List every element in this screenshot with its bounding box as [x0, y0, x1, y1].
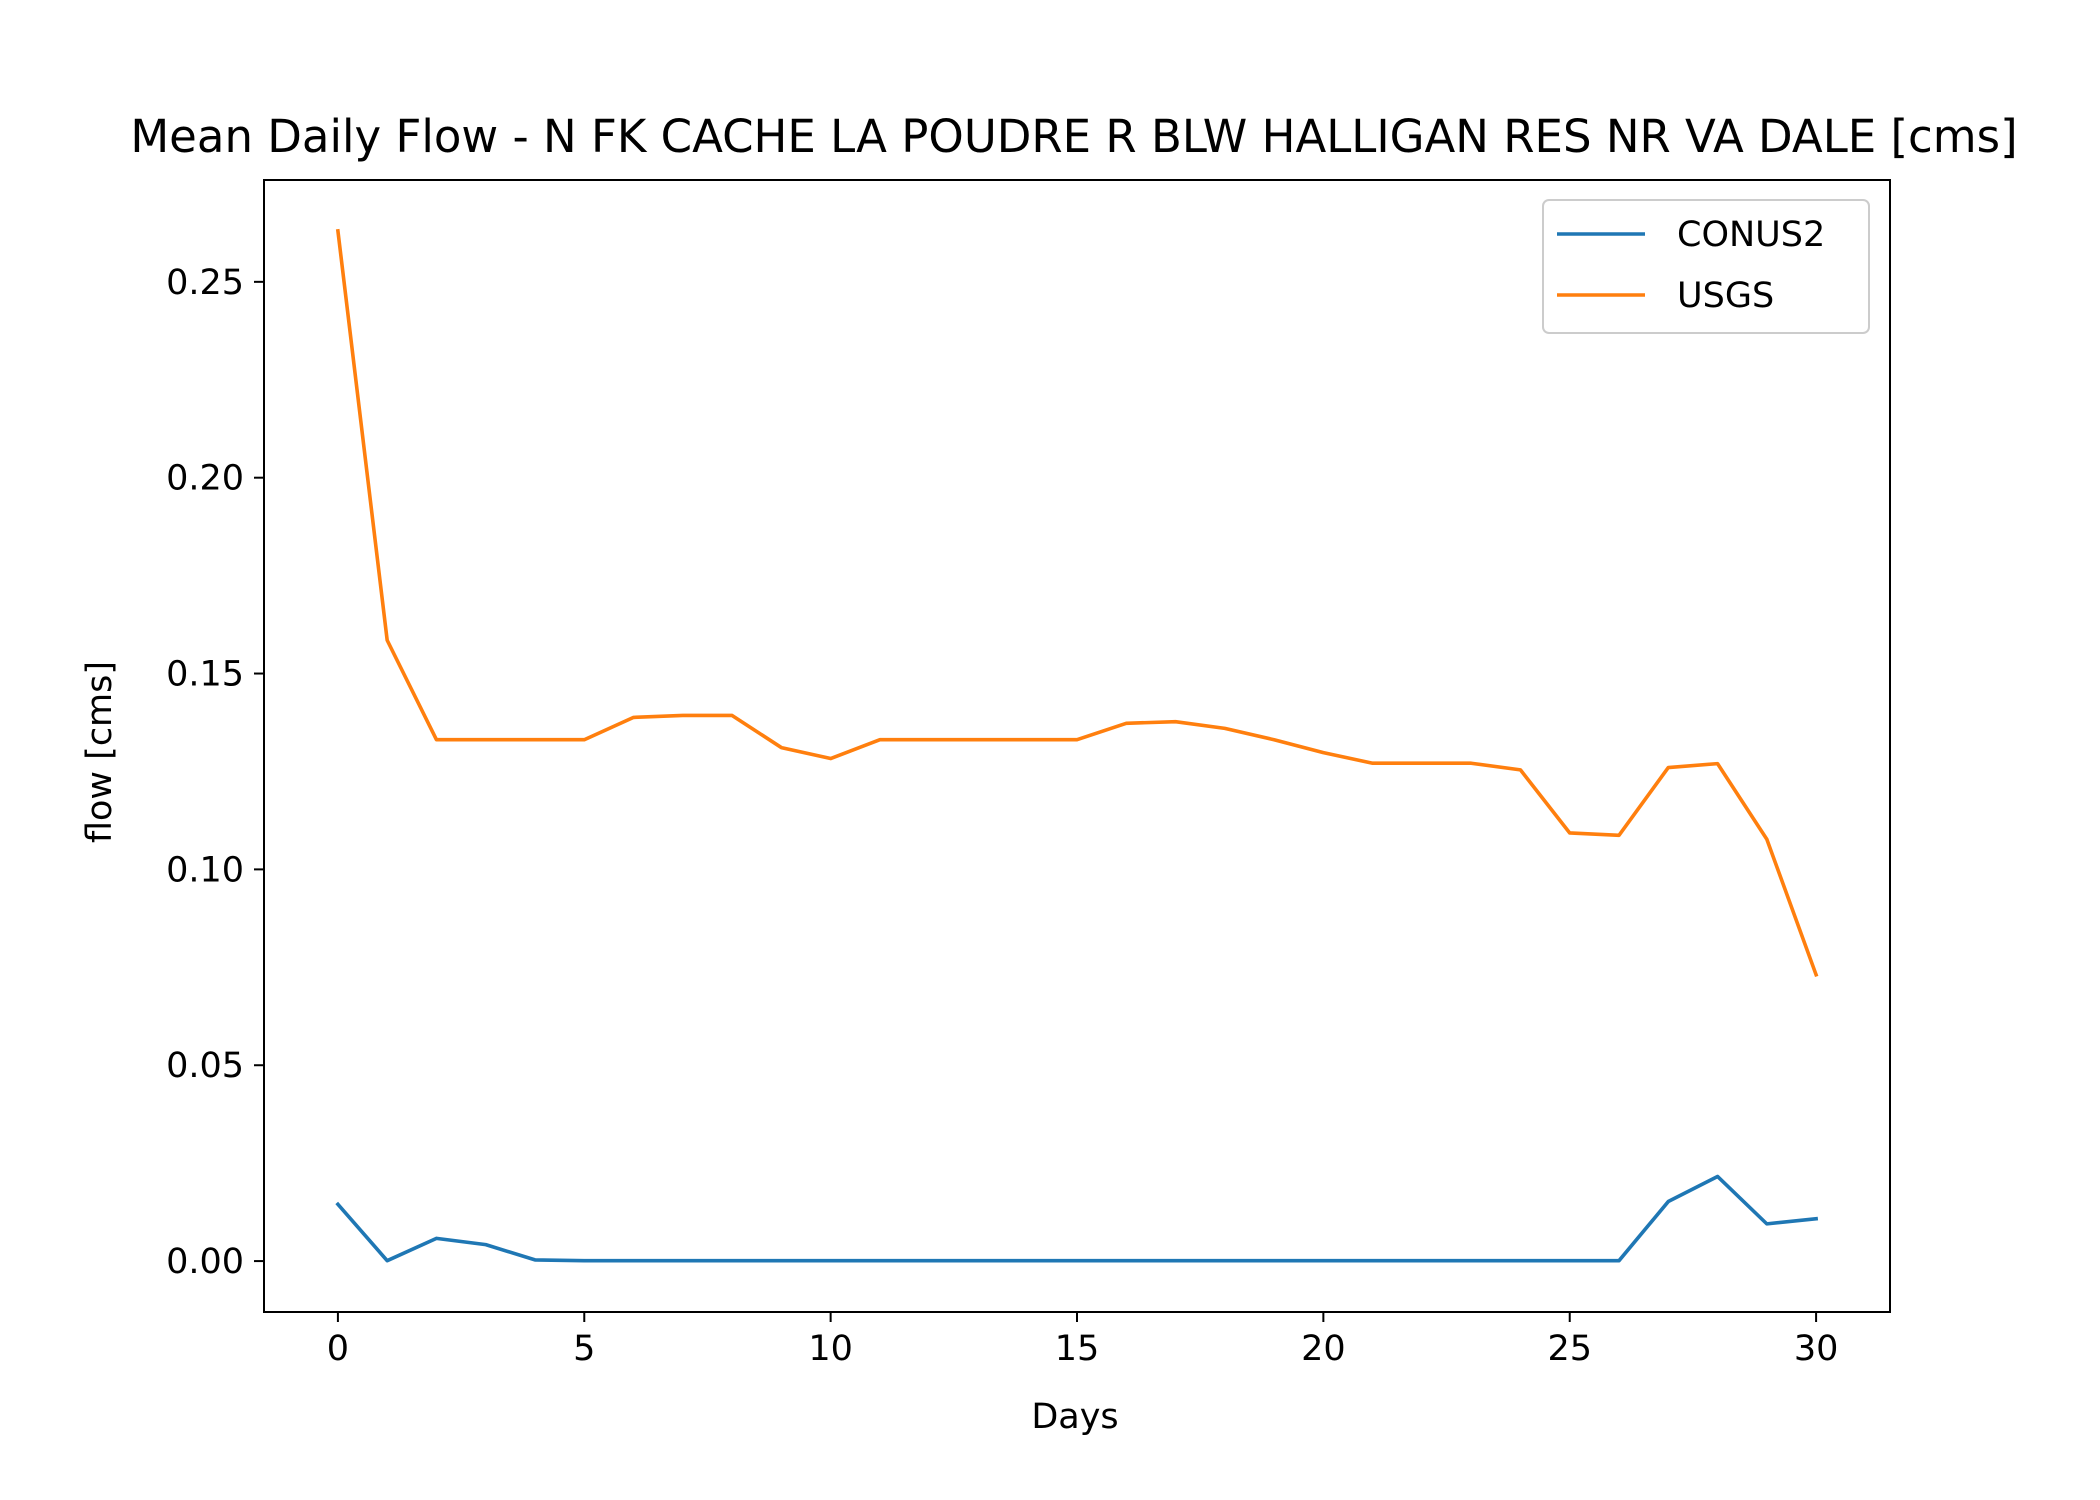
x-tick-label: 25	[1547, 1329, 1592, 1369]
y-tick-label: 0.00	[166, 1242, 244, 1282]
x-tick-label: 0	[327, 1329, 349, 1369]
axes-frame	[263, 179, 1891, 1313]
y-tick-label: 0.20	[166, 459, 244, 499]
x-tick-label: 5	[573, 1329, 595, 1369]
chart-title: Mean Daily Flow - N FK CACHE LA POUDRE R…	[130, 110, 2017, 163]
y-tick-label: 0.15	[166, 655, 244, 695]
y-tick-label: 0.10	[166, 850, 244, 890]
legend: CONUS2 USGS	[1542, 199, 1870, 334]
x-tick-label: 30	[1794, 1329, 1839, 1369]
series-line-conus2	[335, 1174, 1819, 1263]
x-tick-label: 10	[808, 1329, 853, 1369]
y-tick-label: 0.05	[166, 1046, 244, 1086]
y-axis-label: flow [cms]	[80, 661, 120, 843]
plot-area: 0 5 10 15 20 25 30 0.00 0.05 0.10 0.15 0.20 0.25	[166, 179, 1891, 1369]
x-tick-label: 20	[1301, 1329, 1346, 1369]
x-tick-label: 15	[1055, 1329, 1100, 1369]
legend-label-conus2: CONUS2	[1677, 215, 1825, 255]
legend-label-usgs: USGS	[1677, 276, 1774, 316]
series-line-usgs	[335, 228, 1819, 978]
y-tick-label: 0.25	[166, 263, 244, 303]
x-axis-label: Days	[1031, 1397, 1118, 1437]
